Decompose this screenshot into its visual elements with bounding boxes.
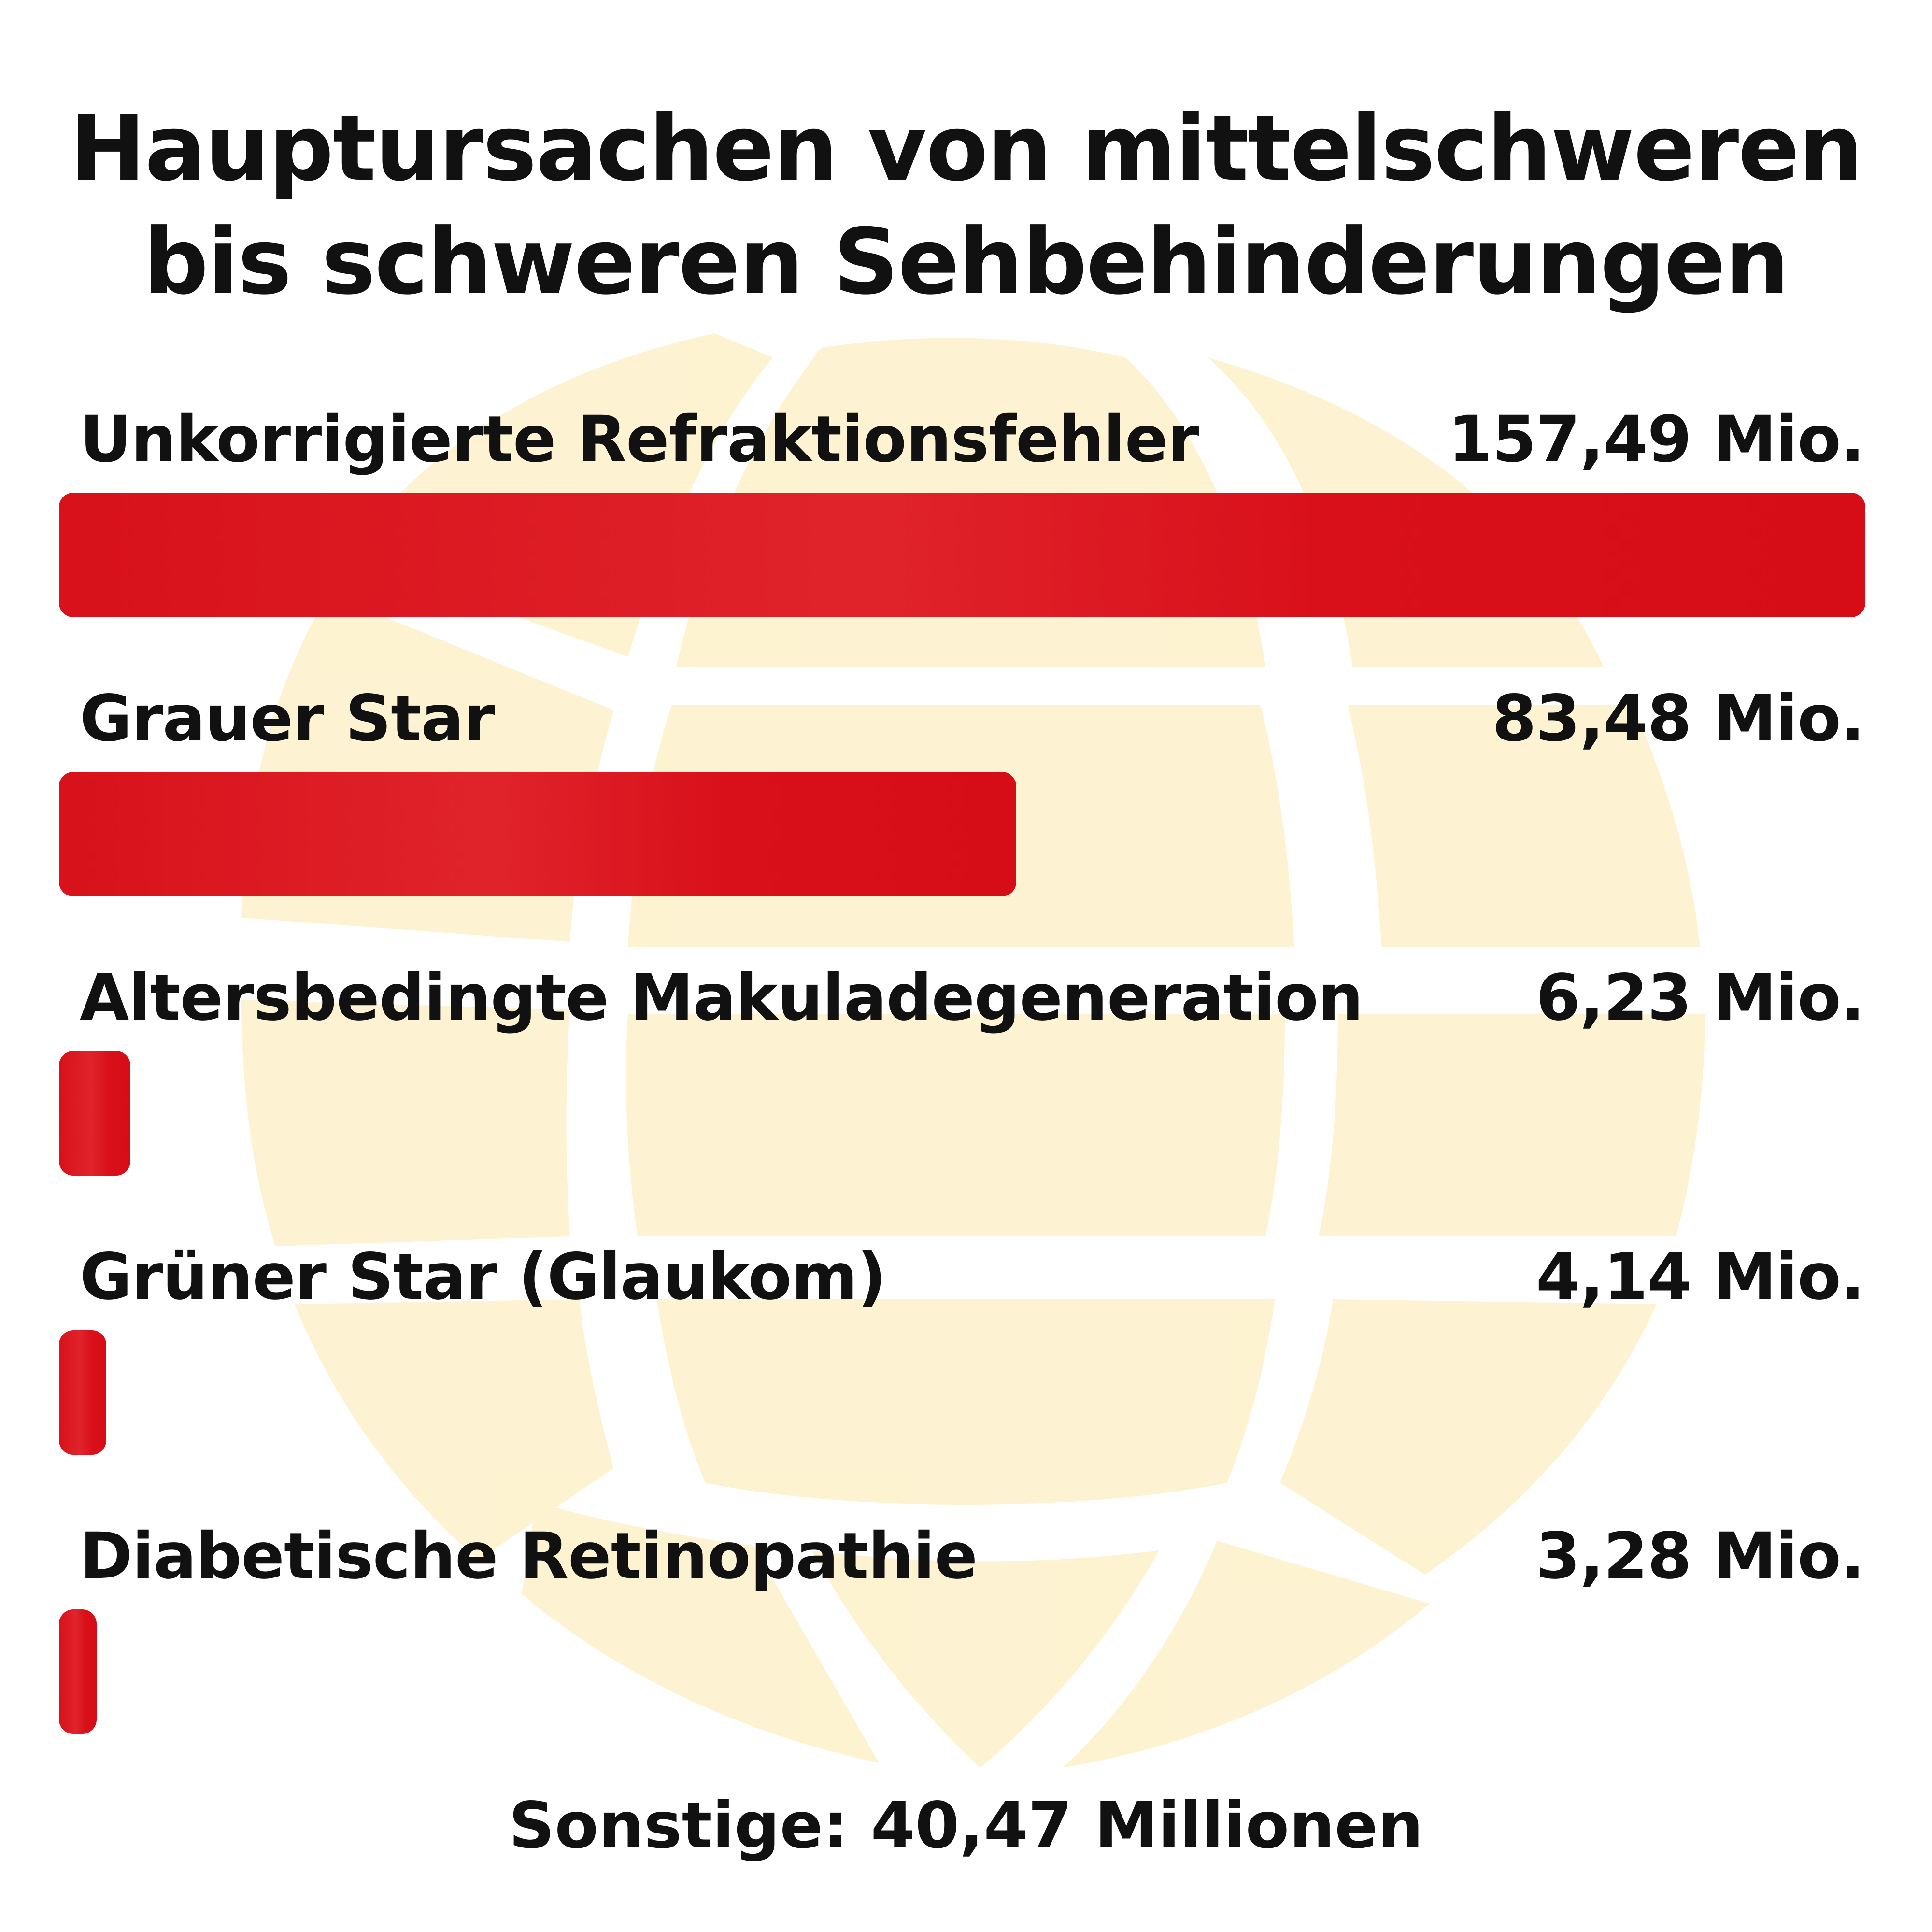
value-label: 3,28 Mio. [1535, 1519, 1865, 1593]
bar [59, 1609, 97, 1734]
category-label: Diabetische Retinopathie [80, 1519, 978, 1593]
category-label: Altersbedingte Makuladegeneration [80, 961, 1364, 1035]
bar [59, 772, 1017, 896]
category-label: Grauer Star [80, 682, 495, 756]
category-label: Unkorrigierte Refraktionsfehler [80, 402, 1199, 477]
bar [59, 1051, 130, 1176]
value-label: 4,14 Mio. [1535, 1240, 1865, 1314]
footnote: Sonstige: 40,47 Millionen [509, 1789, 1423, 1863]
chart-title: Hauptursachen von mittelschweren bis sch… [70, 96, 1863, 315]
value-label: 6,23 Mio. [1535, 961, 1865, 1035]
category-label: Grüner Star (Glaukom) [80, 1240, 886, 1314]
bar [59, 493, 1865, 617]
value-label: 157,49 Mio. [1448, 402, 1865, 477]
bar [59, 1330, 107, 1455]
value-label: 83,48 Mio. [1492, 682, 1865, 756]
